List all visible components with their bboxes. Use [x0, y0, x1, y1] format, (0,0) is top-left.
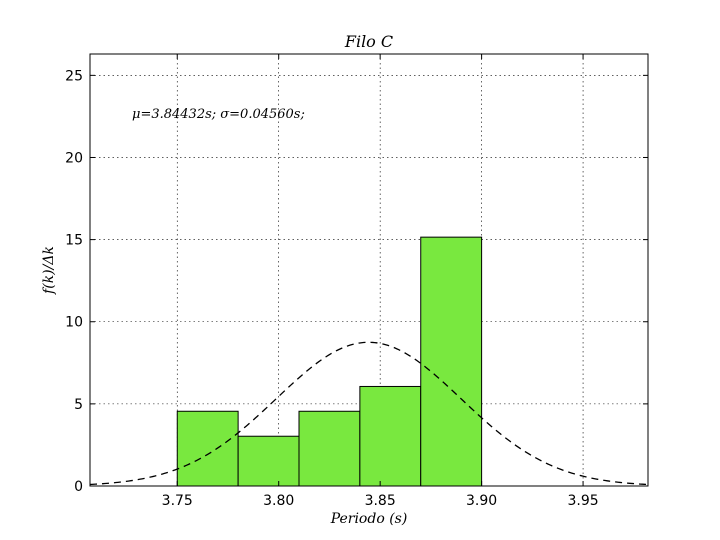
y-tick-label: 10 [65, 315, 83, 331]
histogram-bar [420, 236, 483, 487]
x-axis-label: Periodo (s) [330, 511, 408, 527]
x-tick-label: 3.95 [567, 493, 598, 509]
histogram-bars [176, 236, 483, 487]
y-axis-label: f(k)/Δk [41, 246, 57, 295]
stats-annotation: μ=3.84432s; σ=0.04560s; [132, 107, 305, 122]
y-tick-label: 0 [74, 479, 83, 495]
y-tick-label: 25 [65, 68, 83, 84]
chart-title: Filo C [344, 32, 393, 51]
y-tick-label: 15 [65, 233, 83, 249]
histogram-bar [176, 410, 239, 487]
histogram-bar [359, 385, 422, 487]
histogram-bar [298, 410, 361, 487]
x-tick-label: 3.85 [365, 493, 396, 509]
axis-ticks [90, 54, 648, 487]
x-tick-label: 3.75 [162, 493, 193, 509]
x-tick-label: 3.80 [263, 493, 294, 509]
histogram-bar [237, 435, 300, 487]
x-tick-labels: 3.75 3.80 3.85 3.90 3.95 [162, 493, 599, 509]
x-tick-label: 3.90 [466, 493, 497, 509]
y-tick-labels: 0 5 10 15 20 25 [65, 68, 83, 495]
y-tick-label: 5 [74, 397, 83, 413]
y-tick-label: 20 [65, 150, 83, 166]
plot-frame [89, 53, 649, 487]
